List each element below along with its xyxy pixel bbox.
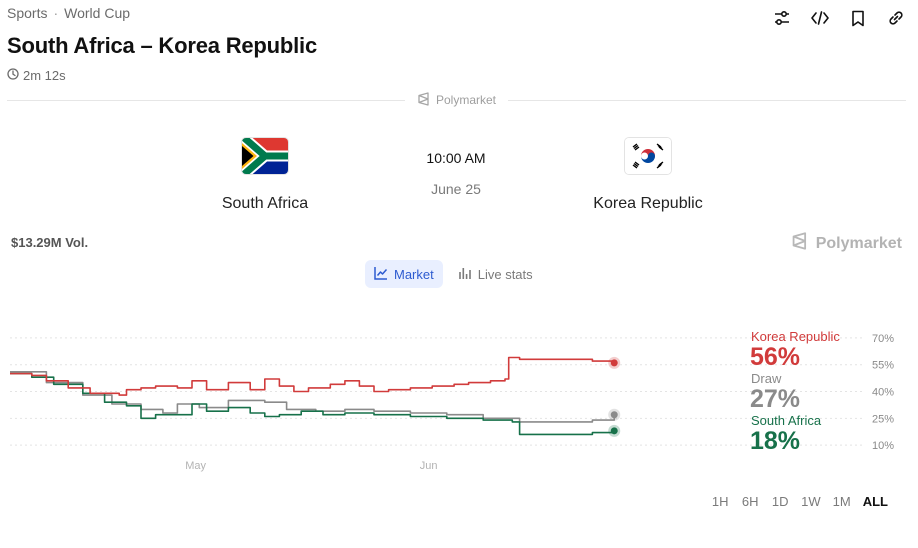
y-tick-label: 10%	[872, 440, 894, 452]
volume-label: $13.29M Vol.	[11, 235, 89, 250]
endpoint-dot-draw	[610, 411, 618, 419]
embed-code-icon[interactable]	[810, 8, 830, 28]
timer-text: 2m 12s	[23, 68, 66, 83]
polymarket-watermark-label: Polymarket	[815, 234, 902, 252]
bookmark-icon[interactable]	[848, 8, 868, 28]
toolbar	[772, 8, 906, 28]
polymarket-label: Polymarket	[435, 93, 497, 107]
series-value-draw: 27%	[750, 385, 800, 413]
series-value-korea-republic: 56%	[750, 343, 800, 371]
kickoff-info: 10:00 AM June 25	[406, 150, 506, 197]
view-tabs: Market Live stats	[365, 260, 542, 288]
tab-market-label: Market	[394, 266, 434, 282]
team-name-south-africa: South Africa	[221, 195, 309, 212]
divider-line-right	[508, 99, 906, 101]
series-name-south-africa: South Africa	[751, 413, 822, 428]
series-line-south-africa	[10, 372, 615, 436]
link-icon[interactable]	[886, 8, 906, 28]
y-tick-label: 25%	[872, 413, 894, 425]
time-range-selector: 1H 6H 1D 1W 1M ALL	[711, 494, 888, 509]
south-africa-flag-icon	[242, 138, 288, 174]
filter-sliders-icon[interactable]	[772, 8, 792, 28]
price-history-chart[interactable]: 70% 55% 40% 25% 10% May Jun Korea Republic56%Dr…	[0, 315, 918, 485]
line-chart-icon	[374, 266, 388, 283]
y-tick-label: 70%	[872, 333, 894, 345]
divider-line-left	[7, 99, 405, 101]
range-1m[interactable]: 1M	[832, 494, 851, 509]
range-1d[interactable]: 1D	[771, 494, 789, 509]
range-6h[interactable]: 6H	[741, 494, 759, 509]
polymarket-attribution: Polymarket	[417, 91, 497, 109]
elapsed-timer: 2m 12s	[7, 68, 66, 83]
tab-market[interactable]: Market	[365, 260, 443, 288]
source-divider: Polymarket	[7, 91, 906, 109]
breadcrumb-sports[interactable]: Sports	[7, 5, 48, 21]
clock-icon	[7, 68, 19, 83]
x-tick-label: Jun	[420, 460, 438, 472]
breadcrumb: Sports · World Cup	[7, 5, 130, 21]
polymarket-watermark: Polymarket	[791, 232, 902, 255]
endpoint-dot-south-africa	[610, 427, 618, 435]
kickoff-date: June 25	[431, 181, 481, 197]
team-south-africa[interactable]: South Africa	[205, 138, 325, 213]
series-value-south-africa: 18%	[750, 427, 800, 455]
page-title: South Africa – Korea Republic	[7, 33, 317, 58]
breadcrumb-world-cup[interactable]: World Cup	[64, 5, 131, 21]
x-tick-label: May	[185, 460, 206, 472]
polymarket-watermark-icon	[791, 232, 809, 255]
series-line-draw	[10, 371, 615, 423]
range-all[interactable]: ALL	[862, 494, 888, 509]
y-tick-label: 55%	[872, 360, 894, 372]
endpoint-dot-korea-republic	[610, 359, 618, 367]
kickoff-time: 10:00 AM	[426, 150, 486, 166]
breadcrumb-separator: ·	[53, 5, 59, 21]
series-line-korea-republic	[10, 356, 615, 396]
series-name-korea-republic: Korea Republic	[751, 329, 840, 344]
team-name-korea-republic: Korea Republic	[593, 195, 703, 212]
range-1h[interactable]: 1H	[711, 494, 729, 509]
korea-republic-flag-icon	[625, 138, 671, 174]
tab-live-stats-label: Live stats	[477, 266, 533, 282]
range-1w[interactable]: 1W	[801, 494, 821, 509]
bar-chart-icon	[458, 266, 472, 283]
team-korea-republic[interactable]: Korea Republic	[583, 138, 713, 213]
series-name-draw: Draw	[751, 371, 782, 386]
tab-live-stats[interactable]: Live stats	[449, 260, 542, 288]
y-tick-label: 40%	[872, 387, 894, 399]
polymarket-logo-icon	[417, 91, 431, 109]
